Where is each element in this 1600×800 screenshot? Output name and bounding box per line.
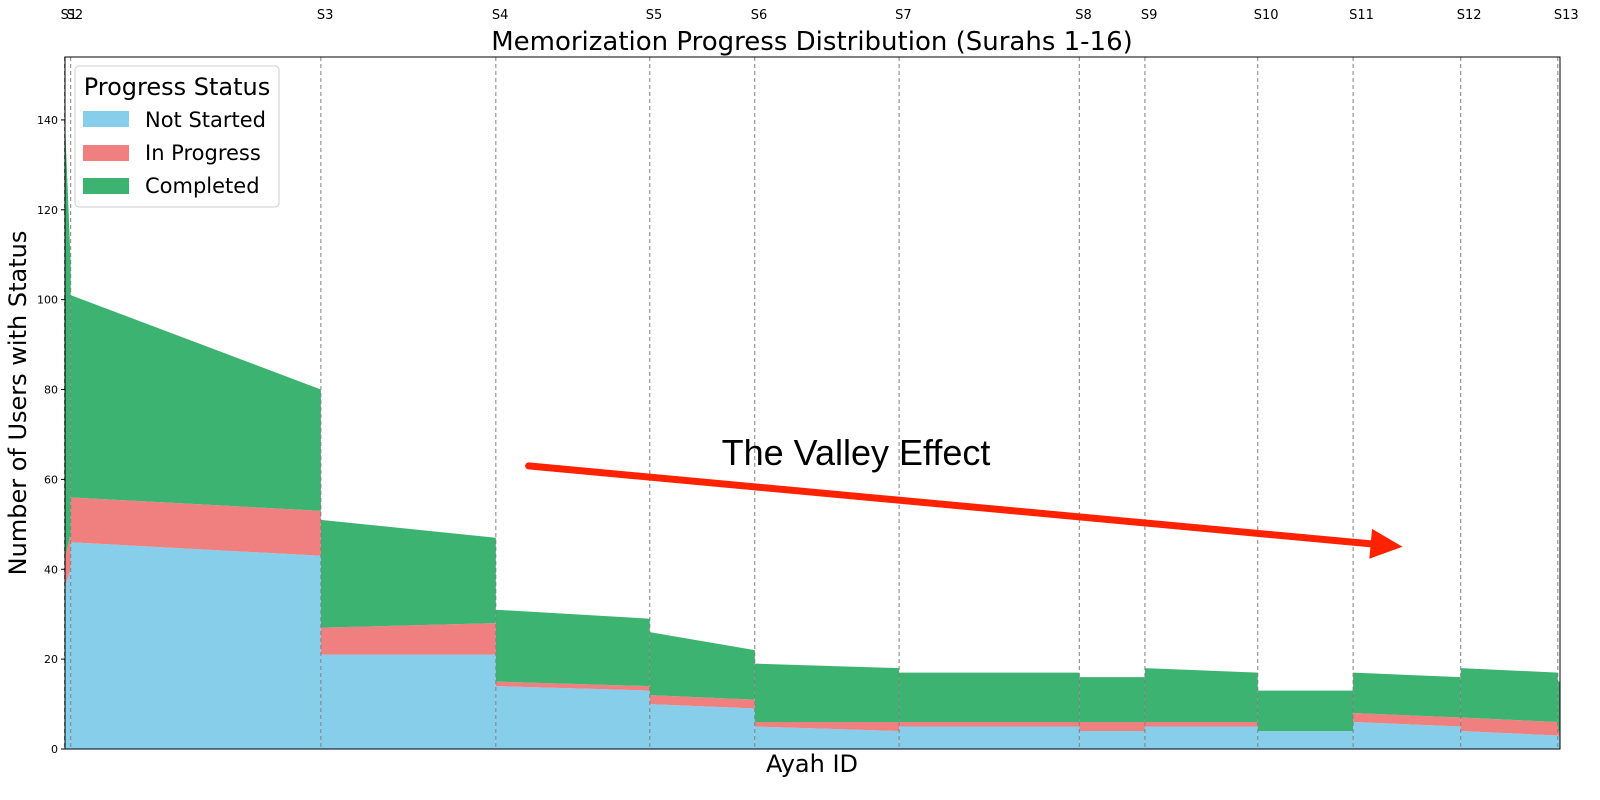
legend-label-completed: Completed (145, 174, 260, 198)
surah-boundaries (64, 57, 1559, 749)
bar-in-progress-segment-5 (649, 695, 755, 709)
y-tick-label-100: 100 (37, 294, 58, 307)
legend: Progress Status Not Started In Progress … (74, 65, 280, 208)
surah-label-s5: S5 (646, 8, 663, 23)
bar-in-progress-segment-9 (1144, 722, 1258, 727)
bar-completed-segment-5 (649, 632, 755, 700)
bar-in-progress-segment-7 (899, 722, 1080, 727)
annotation-arrow-shaft (525, 462, 1377, 548)
chart-title: Memorization Progress Distribution (Sura… (491, 27, 1133, 57)
bar-not-started-segment-7 (899, 726, 1080, 749)
bar-completed-segment-13 (1557, 681, 1560, 732)
bar-in-progress-segment-1 (64, 533, 71, 588)
surah-label-s11: S11 (1349, 8, 1374, 23)
surah-label-s13: S13 (1554, 8, 1579, 23)
y-axis: 0 20 40 60 80 100 120 140 (37, 114, 65, 756)
bar-completed-segment-4 (495, 609, 650, 687)
bar-completed-segment-8 (1079, 677, 1145, 723)
bar-in-progress-segment-13 (1557, 731, 1560, 736)
bar-in-progress-segment-6 (754, 722, 900, 732)
bar-not-started-segment-6 (754, 726, 900, 749)
legend-box (74, 65, 280, 208)
surah-label-s2: S2 (67, 8, 84, 23)
legend-swatch-completed (83, 178, 129, 194)
y-tick-label-120: 120 (37, 204, 58, 217)
bar-not-started-segment-3 (320, 654, 496, 749)
legend-label-not-started: Not Started (145, 108, 266, 132)
surah-label-s3: S3 (317, 8, 334, 23)
stacked-bars (64, 110, 1560, 749)
legend-label-in-progress: In Progress (145, 141, 261, 165)
bar-completed-segment-2 (70, 295, 321, 511)
annotation-text: The Valley Effect (722, 432, 991, 473)
bar-in-progress-segment-2 (70, 497, 321, 556)
y-tick-label-20: 20 (44, 653, 58, 666)
y-tick-label-60: 60 (44, 473, 58, 486)
bar-not-started-segment-12 (1460, 731, 1558, 749)
surah-label-s4: S4 (492, 8, 509, 23)
legend-swatch-in-progress (83, 145, 129, 161)
bar-not-started-segment-2 (70, 542, 321, 749)
legend-title: Progress Status (84, 73, 271, 101)
bar-not-started-segment-10 (1257, 731, 1354, 749)
surah-label-s9: S9 (1141, 8, 1158, 23)
bar-in-progress-segment-3 (320, 623, 496, 655)
y-tick-label-140: 140 (37, 114, 58, 127)
surah-label-s6: S6 (751, 8, 768, 23)
bar-in-progress-segment-4 (495, 681, 650, 691)
bar-completed-segment-12 (1460, 668, 1558, 723)
bar-completed-segment-6 (754, 663, 900, 723)
valley-annotation: The Valley Effect (525, 432, 1403, 559)
bar-completed-segment-9 (1144, 668, 1258, 723)
surah-label-s12: S12 (1457, 8, 1482, 23)
bar-completed-segment-11 (1353, 672, 1461, 718)
surah-label-s10: S10 (1254, 8, 1279, 23)
bar-completed-segment-3 (320, 519, 496, 628)
y-axis-title: Number of Users with Status (4, 231, 32, 576)
bar-not-started-segment-8 (1079, 731, 1145, 749)
bar-not-started-segment-4 (495, 686, 650, 749)
bar-completed-segment-1 (64, 110, 71, 561)
surah-label-s1: S1 (61, 8, 78, 23)
bar-not-started-segment-11 (1353, 722, 1461, 749)
x-axis-title: Ayah ID (766, 750, 858, 778)
bar-completed-segment-10 (1257, 690, 1354, 732)
bar-completed-segment-7 (899, 672, 1080, 723)
y-tick-label-80: 80 (44, 384, 58, 397)
bar-not-started-segment-5 (649, 704, 755, 749)
annotation-arrow-head (1369, 528, 1403, 559)
bar-in-progress-segment-12 (1460, 717, 1558, 736)
surah-label-s8: S8 (1075, 8, 1092, 23)
plot-frame (64, 56, 1561, 750)
bar-in-progress-segment-8 (1079, 722, 1145, 732)
legend-swatch-not-started (83, 111, 129, 127)
bar-not-started-segment-1 (64, 569, 71, 749)
bar-not-started-segment-9 (1144, 726, 1258, 749)
y-tick-label-40: 40 (44, 563, 58, 576)
surah-label-s7: S7 (895, 8, 912, 23)
bar-in-progress-segment-11 (1353, 713, 1461, 727)
bar-not-started-segment-13 (1557, 735, 1560, 749)
y-tick-label-0: 0 (51, 743, 58, 756)
